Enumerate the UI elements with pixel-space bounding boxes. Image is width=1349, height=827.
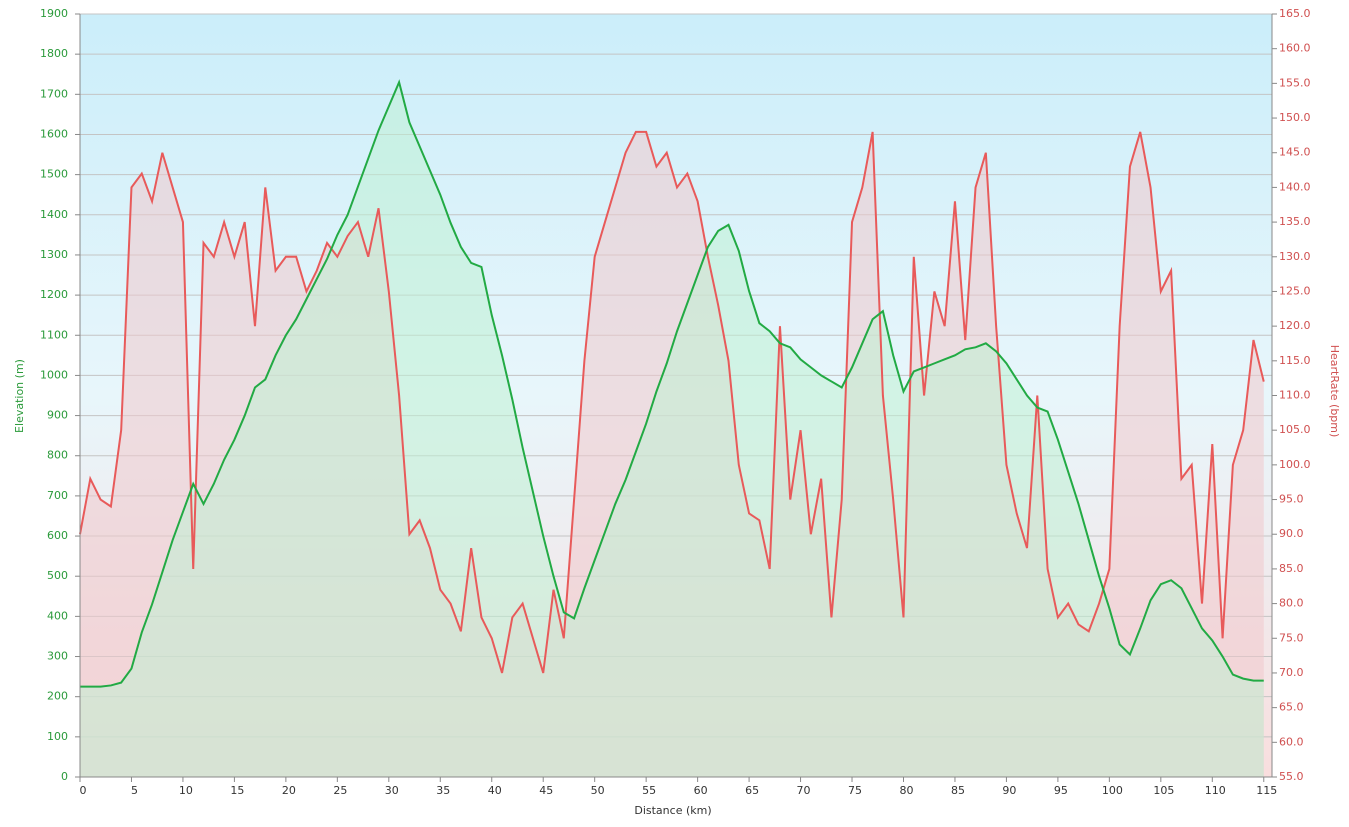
y2-tick-label: 140.0 [1279, 180, 1311, 193]
y2-tick-label: 90.0 [1279, 527, 1304, 540]
y-tick-label: 1000 [40, 368, 68, 381]
y2-tick-label: 160.0 [1279, 42, 1311, 55]
x-tick-label: 115 [1256, 784, 1277, 797]
y-tick-label: 800 [47, 449, 68, 462]
y-tick-label: 500 [47, 569, 68, 582]
y-tick-label: 1300 [40, 248, 68, 261]
x-tick-label: 40 [488, 784, 502, 797]
y2-axis-label: HeartRate (bpm) [1328, 345, 1341, 438]
x-tick-label: 70 [797, 784, 811, 797]
y-axis-label: Elevation (m) [13, 359, 26, 433]
x-tick-label: 50 [591, 784, 605, 797]
y2-tick-label: 150.0 [1279, 111, 1311, 124]
x-tick-label: 10 [179, 784, 193, 797]
x-axis-label: Distance (km) [634, 804, 711, 817]
y-tick-label: 1400 [40, 208, 68, 221]
y-tick-label: 400 [47, 609, 68, 622]
x-tick-label: 25 [333, 784, 347, 797]
y-tick-label: 200 [47, 690, 68, 703]
y-tick-label: 100 [47, 730, 68, 743]
x-tick-label: 45 [539, 784, 553, 797]
area [80, 82, 1264, 777]
x-tick-label: 80 [899, 784, 913, 797]
y-tick-label: 1800 [40, 47, 68, 60]
y2-tick-label: 155.0 [1279, 76, 1311, 89]
x-tick-label: 105 [1153, 784, 1174, 797]
x-tick-label: 30 [385, 784, 399, 797]
x-tick-label: 20 [282, 784, 296, 797]
y2-tick-label: 100.0 [1279, 458, 1311, 471]
y2-tick-label: 120.0 [1279, 319, 1311, 332]
y2-tick-label: 65.0 [1279, 701, 1304, 714]
x-tick-label: 110 [1205, 784, 1226, 797]
y-tick-label: 1700 [40, 87, 68, 100]
y2-tick-label: 165.0 [1279, 7, 1311, 20]
x-tick-label: 15 [230, 784, 244, 797]
line [80, 79, 1264, 688]
x-tick-label: 65 [745, 784, 759, 797]
y2-tick-label: 80.0 [1279, 597, 1304, 610]
y2-tick-label: 85.0 [1279, 562, 1304, 575]
y2-tick-label: 95.0 [1279, 493, 1304, 506]
y2-tick-label: 135.0 [1279, 215, 1311, 228]
y2-tick-label: 110.0 [1279, 389, 1311, 402]
y2-tick-label: 55.0 [1279, 770, 1304, 783]
y2-tick-label: 60.0 [1279, 735, 1304, 748]
y-tick-label: 1100 [40, 328, 68, 341]
y-tick-label: 300 [47, 650, 68, 663]
x-tick-label: 100 [1102, 784, 1123, 797]
y-tick-label: 1600 [40, 127, 68, 140]
y2-tick-label: 105.0 [1279, 423, 1311, 436]
y2-tick-label: 115.0 [1279, 354, 1311, 367]
x-tick-label: 85 [951, 784, 965, 797]
y2-tick-label: 75.0 [1279, 631, 1304, 644]
y2-tick-label: 130.0 [1279, 250, 1311, 263]
x-tick-label: 60 [694, 784, 708, 797]
y-tick-label: 700 [47, 489, 68, 502]
x-tick-label: 55 [642, 784, 656, 797]
y-tick-label: 0 [61, 770, 68, 783]
y-tick-label: 1200 [40, 288, 68, 301]
y-tick-label: 900 [47, 409, 68, 422]
x-tick-label: 35 [436, 784, 450, 797]
y2-tick-label: 145.0 [1279, 146, 1311, 159]
x-tick-label: 95 [1054, 784, 1068, 797]
y-tick-label: 1900 [40, 7, 68, 20]
x-tick-label: 0 [80, 784, 87, 797]
y2-tick-label: 125.0 [1279, 284, 1311, 297]
line [79, 130, 1265, 674]
x-tick-label: 90 [1002, 784, 1016, 797]
x-tick-label: 75 [848, 784, 862, 797]
x-tick-label: 5 [131, 784, 138, 797]
y-tick-label: 600 [47, 529, 68, 542]
y-tick-label: 1500 [40, 168, 68, 181]
y2-tick-label: 70.0 [1279, 666, 1304, 679]
